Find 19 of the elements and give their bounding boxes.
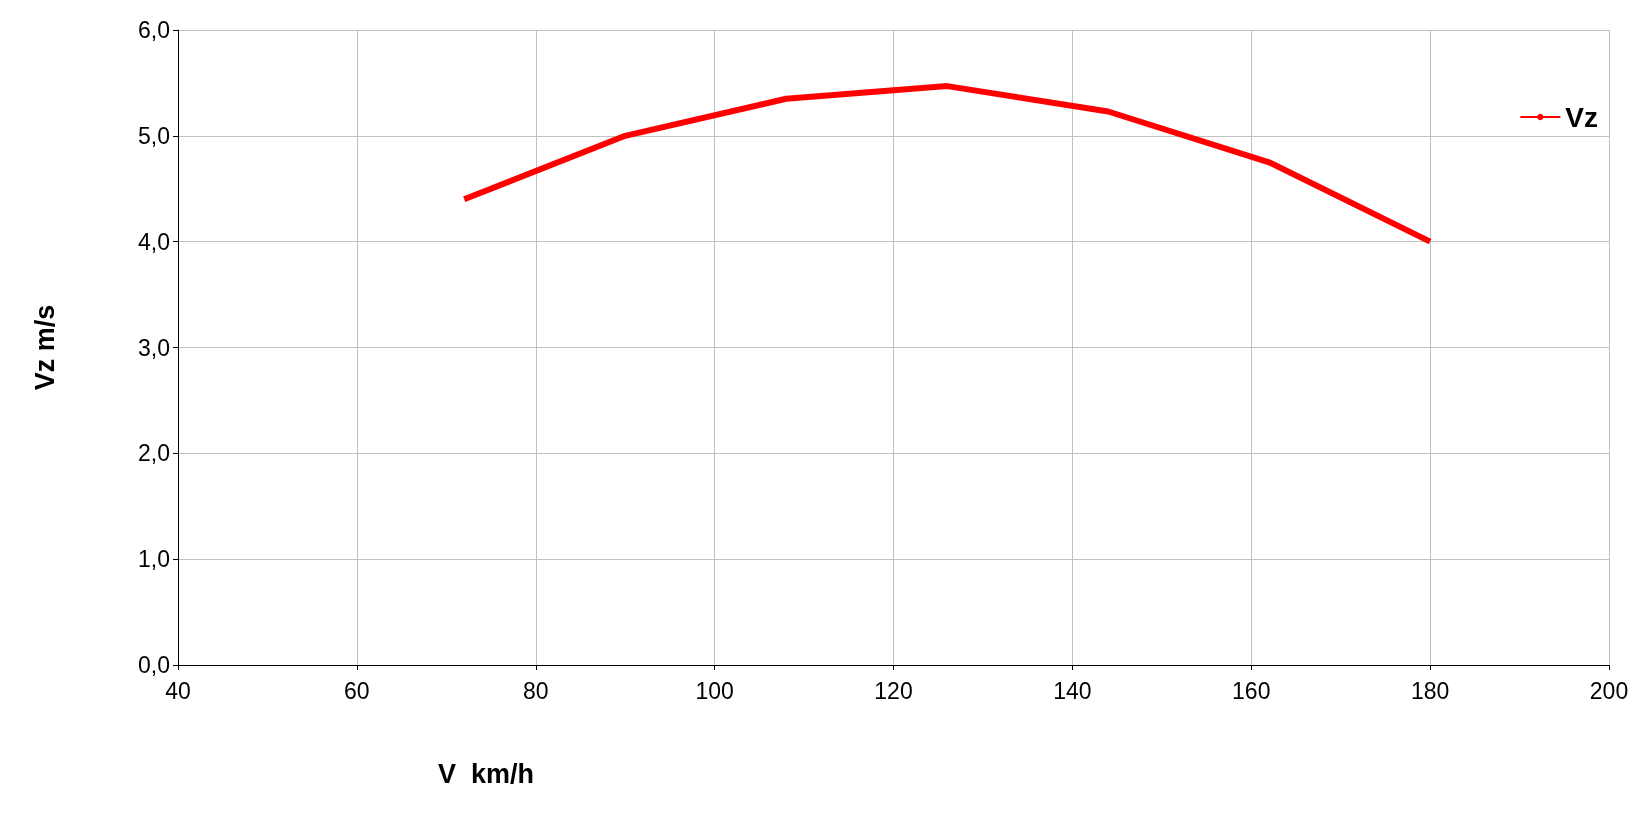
y-tick-label: 5,0 (138, 122, 170, 149)
y-tick-label: 0,0 (138, 652, 170, 678)
x-axis-title: V km/h (438, 758, 535, 789)
x-tick-label: 180 (1410, 677, 1450, 704)
x-tick-label: 100 (695, 677, 734, 704)
legend-label: Vz (1565, 101, 1599, 133)
y-tick-label: 3,0 (138, 334, 170, 361)
y-tick-label: 2,0 (138, 440, 170, 467)
x-tick-label: 140 (1053, 677, 1092, 704)
y-tick-label: 4,0 (138, 228, 170, 255)
x-tick-label: 40 (165, 677, 191, 704)
y-tick-label: 1,0 (138, 546, 170, 573)
y-axis-title: Vz m/s (29, 304, 60, 391)
x-tick-label: 80 (522, 677, 549, 704)
x-tick-label: 200 (1589, 677, 1629, 704)
x-tick-label: 120 (874, 677, 913, 704)
y-tick-label: 6,0 (138, 17, 170, 43)
x-tick-label: 160 (1232, 677, 1271, 704)
x-tick-label: 60 (344, 677, 370, 704)
